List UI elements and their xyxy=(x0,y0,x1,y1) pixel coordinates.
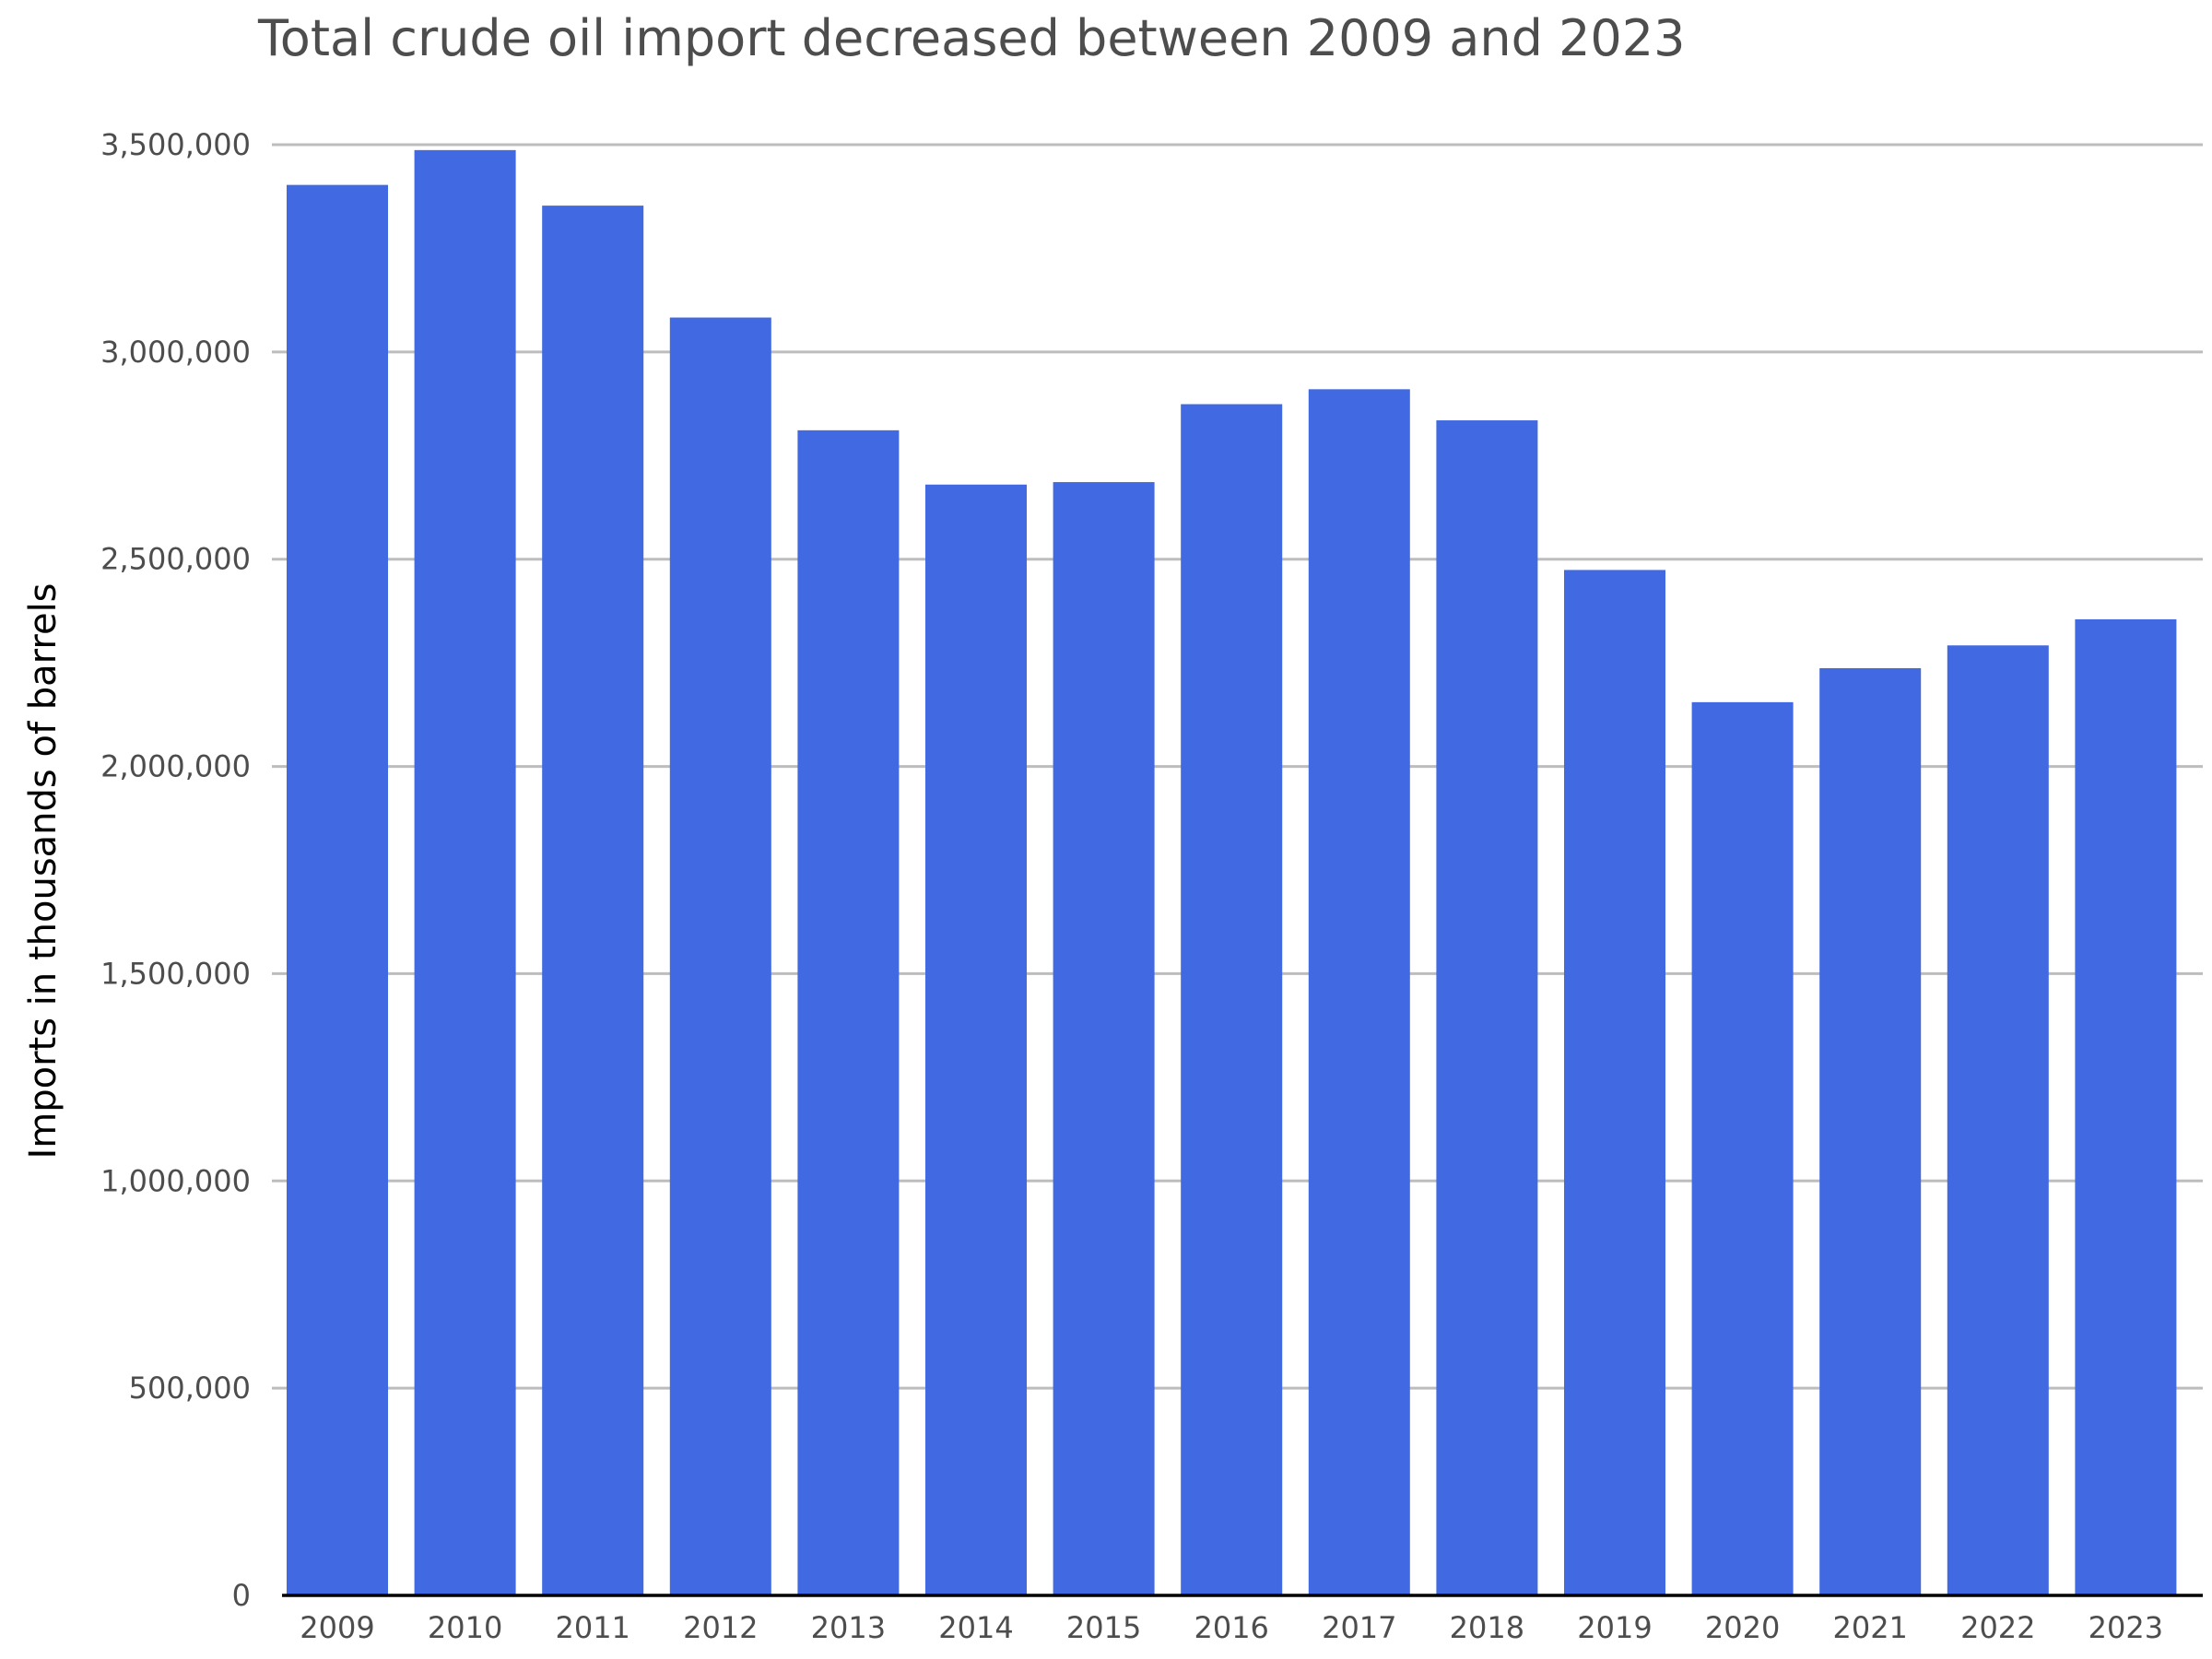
y-tick-label: 3,500,000 xyxy=(100,127,251,162)
bar-2010 xyxy=(414,149,516,1595)
x-tick-label: 2012 xyxy=(683,1610,758,1645)
x-tick-label: 2010 xyxy=(428,1610,502,1645)
x-tick-labels: 2009 2010 2011 2012 2013 2014 2015 2016 2017 2018… xyxy=(300,1610,2163,1645)
bar-2013 xyxy=(797,429,900,1595)
x-tick-label: 2015 xyxy=(1066,1610,1141,1645)
y-tick-label: 500,000 xyxy=(129,1371,251,1406)
chart-title: Total crude oil import decreased between… xyxy=(257,9,1686,67)
x-tick-label: 2023 xyxy=(2088,1610,2163,1645)
bar-2018 xyxy=(1436,420,1538,1595)
bar-2020 xyxy=(1691,701,1794,1595)
x-tick-label: 2017 xyxy=(1322,1610,1396,1645)
bar-2017 xyxy=(1308,389,1410,1595)
y-tick-label: 1,000,000 xyxy=(100,1163,251,1198)
y-axis-label: Imports in thousands of barrels xyxy=(22,582,65,1159)
x-tick-label: 2011 xyxy=(555,1610,629,1645)
x-tick-label: 2019 xyxy=(1577,1610,1652,1645)
x-tick-label: 2020 xyxy=(1705,1610,1780,1645)
bar-2019 xyxy=(1564,570,1665,1595)
bar-2023 xyxy=(2075,618,2177,1595)
x-tick-label: 2013 xyxy=(811,1610,886,1645)
y-tick-label: 0 xyxy=(232,1578,251,1613)
x-tick-label: 2018 xyxy=(1450,1610,1524,1645)
y-tick-label: 2,000,000 xyxy=(100,749,251,784)
bar-2015 xyxy=(1053,482,1155,1596)
y-tick-label: 1,500,000 xyxy=(100,956,251,991)
bar-2011 xyxy=(542,206,644,1595)
y-tick-label: 2,500,000 xyxy=(100,542,251,577)
x-tick-label: 2021 xyxy=(1832,1610,1907,1645)
bar-2016 xyxy=(1181,404,1283,1596)
x-tick-label: 2022 xyxy=(1960,1610,2035,1645)
x-tick-label: 2014 xyxy=(938,1610,1013,1645)
bars xyxy=(287,149,2177,1596)
x-tick-label: 2016 xyxy=(1194,1610,1268,1645)
bar-2012 xyxy=(669,317,771,1595)
bar-2021 xyxy=(1819,667,1922,1595)
bar-2009 xyxy=(287,184,388,1595)
y-tick-label: 3,000,000 xyxy=(100,335,251,370)
bar-2014 xyxy=(925,484,1027,1596)
y-tick-labels: 0 500,000 1,000,000 1,500,000 2,000,000 2,500… xyxy=(100,127,251,1613)
bar-2022 xyxy=(1947,645,2049,1595)
x-tick-label: 2009 xyxy=(300,1610,374,1645)
